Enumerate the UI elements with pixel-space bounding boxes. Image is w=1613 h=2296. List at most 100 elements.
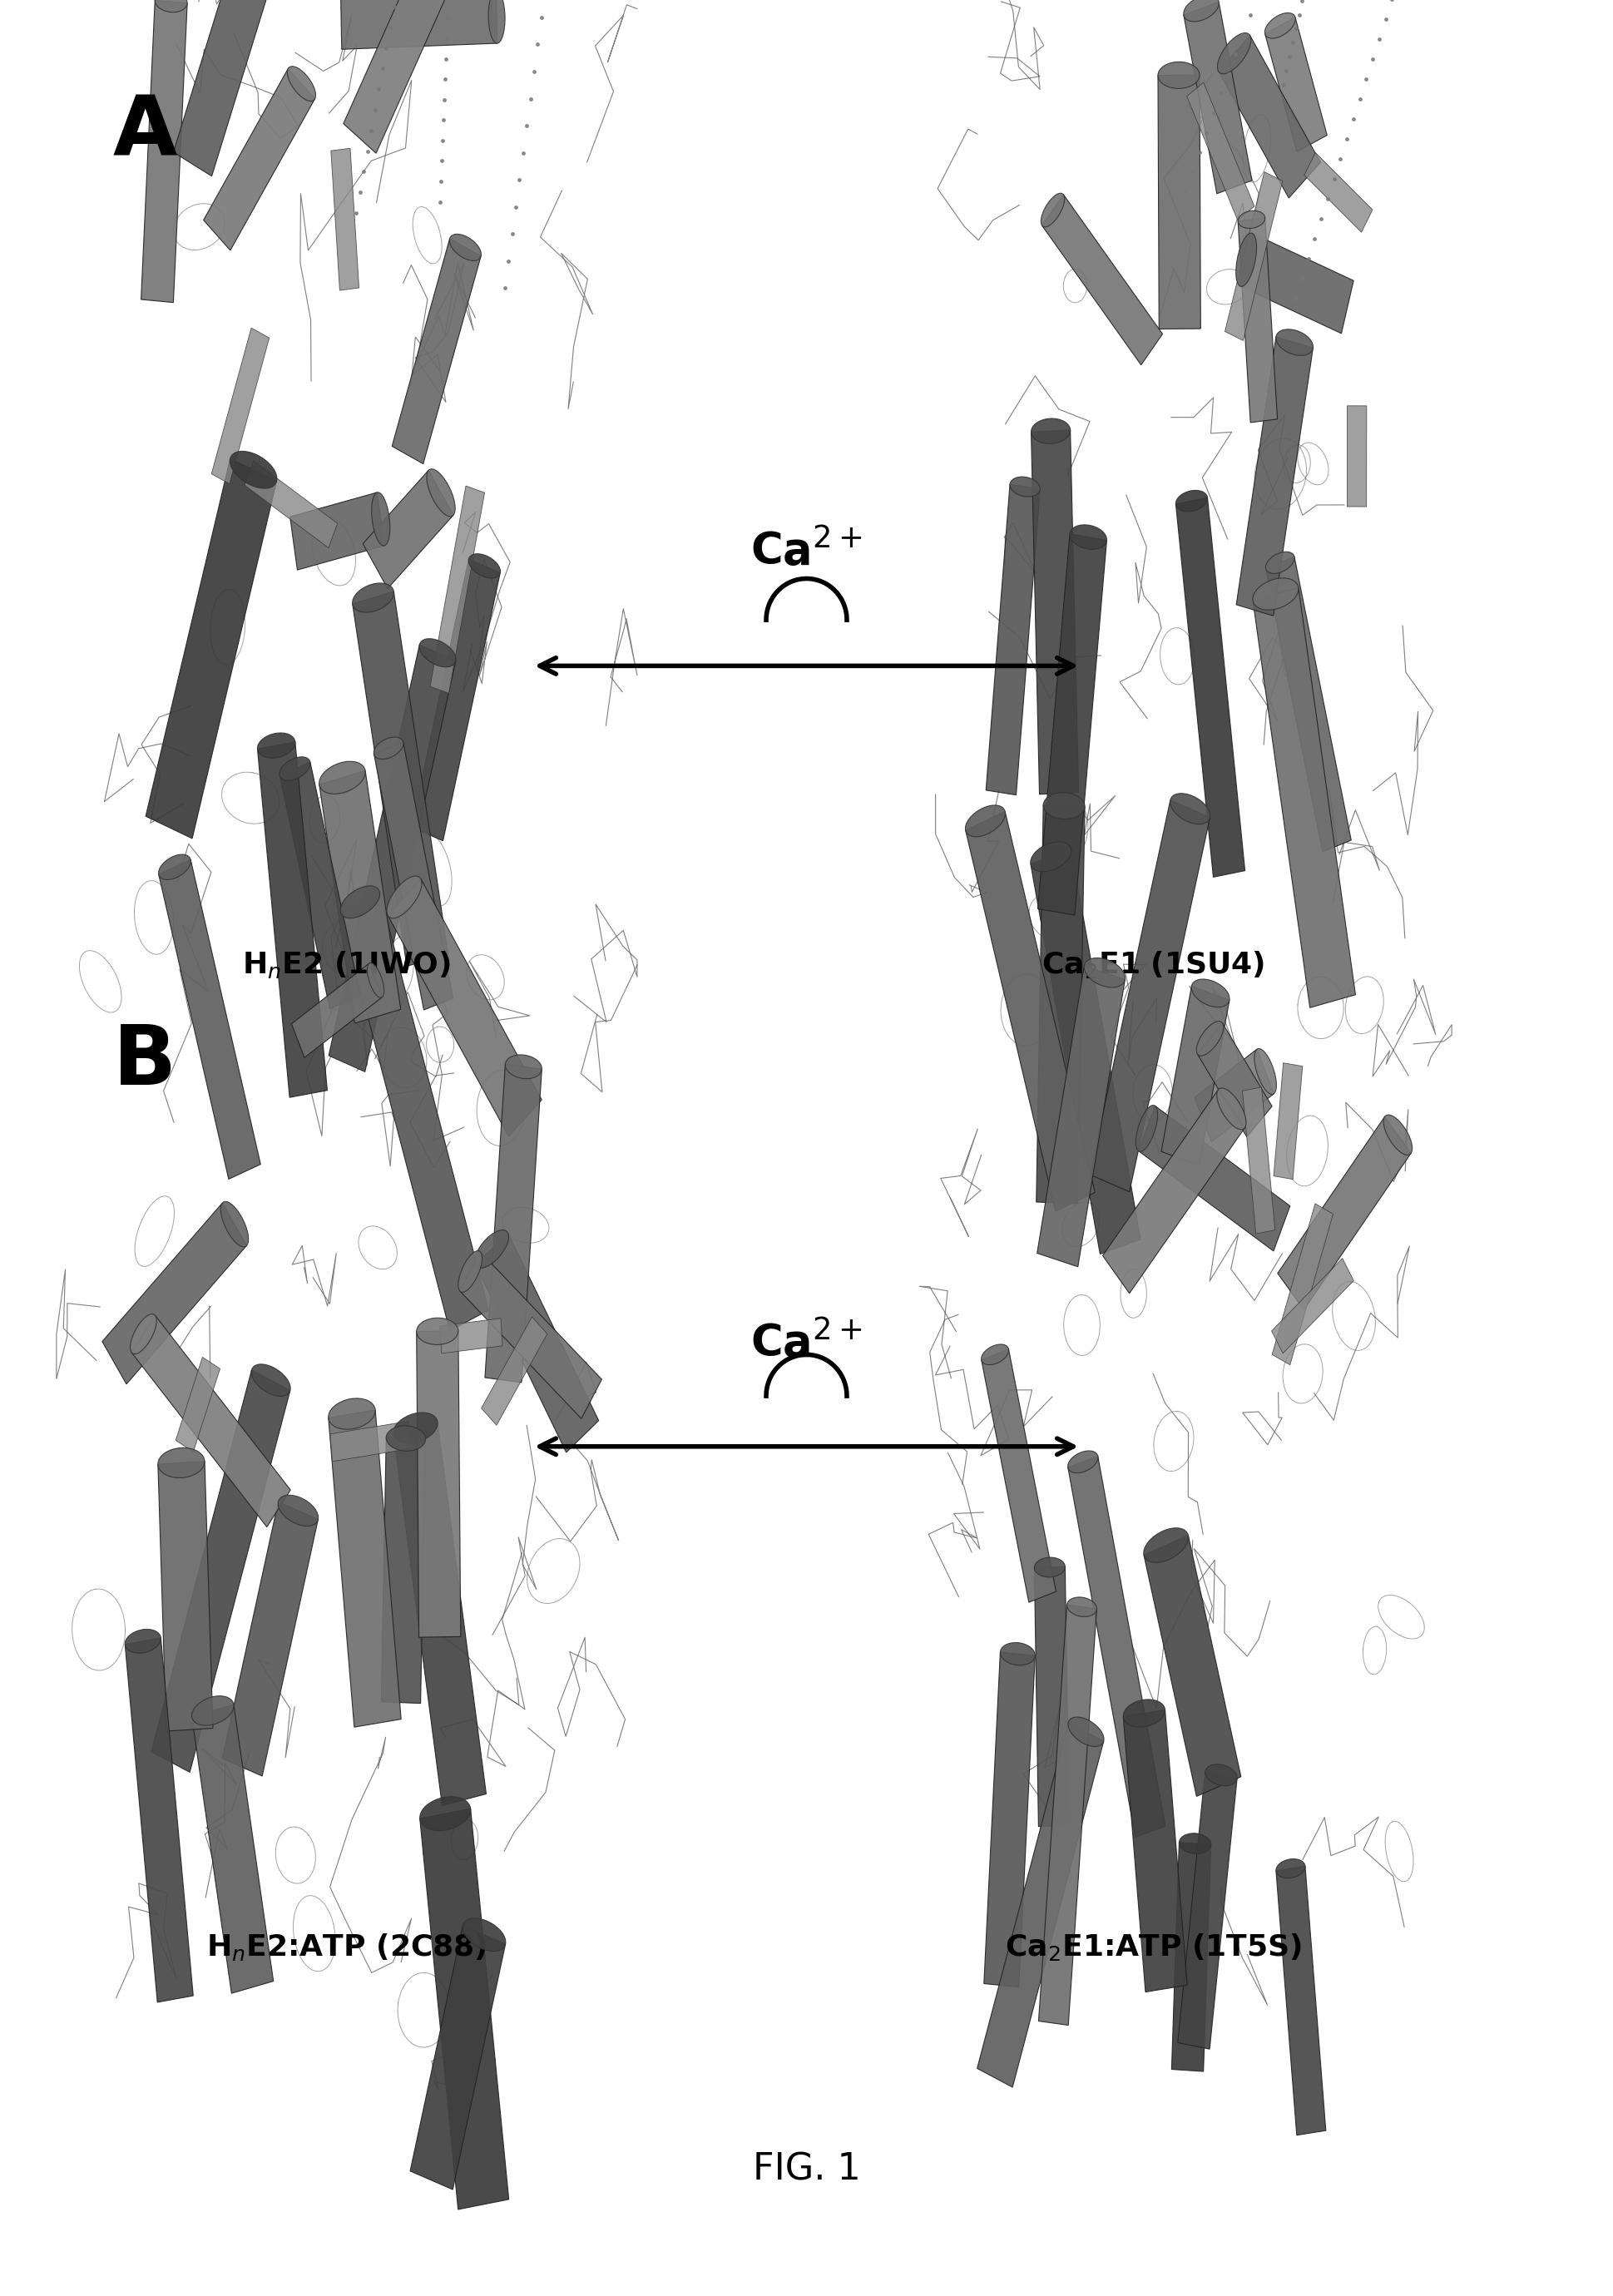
Polygon shape [1253,588,1355,1008]
Polygon shape [1042,195,1163,365]
Ellipse shape [287,67,316,101]
Polygon shape [1090,799,1210,1192]
Polygon shape [416,1332,461,1637]
Polygon shape [1034,1566,1069,1828]
Text: Ca$_2$E1 (1SU4): Ca$_2$E1 (1SU4) [1042,948,1265,980]
Text: Ca$^{2+}$: Ca$^{2+}$ [750,1320,863,1366]
Ellipse shape [1265,14,1295,39]
Polygon shape [1266,558,1352,852]
Text: Ca$^{2+}$: Ca$^{2+}$ [750,528,863,574]
Polygon shape [152,1371,290,1773]
Ellipse shape [155,0,187,11]
Ellipse shape [1276,1860,1305,1878]
Polygon shape [158,1460,213,1731]
Polygon shape [353,592,448,967]
Polygon shape [394,1421,486,1805]
Polygon shape [1273,1203,1332,1364]
Polygon shape [1224,172,1282,340]
Polygon shape [374,742,453,1010]
Polygon shape [1276,1867,1326,2135]
Polygon shape [331,1421,410,1463]
Ellipse shape [386,1426,426,1451]
Ellipse shape [1179,1832,1211,1853]
Ellipse shape [1218,32,1252,73]
Polygon shape [158,859,261,1180]
Polygon shape [245,461,337,549]
Ellipse shape [489,0,505,44]
Polygon shape [1195,1049,1274,1141]
Ellipse shape [1031,418,1071,443]
Ellipse shape [1205,1763,1237,1786]
Polygon shape [145,459,277,838]
Ellipse shape [419,1798,471,1830]
Polygon shape [966,810,1095,1212]
Ellipse shape [340,886,379,918]
Polygon shape [331,149,360,289]
Ellipse shape [368,962,384,999]
Polygon shape [211,328,269,484]
Polygon shape [344,0,486,154]
Ellipse shape [474,1231,508,1267]
Ellipse shape [1136,1104,1158,1153]
Polygon shape [1187,83,1255,220]
Polygon shape [126,1637,194,2002]
Polygon shape [381,1437,426,1704]
Polygon shape [340,0,497,48]
Text: H$_n$E2:ATP (2C88): H$_n$E2:ATP (2C88) [206,1931,487,1963]
Polygon shape [1068,1456,1165,1837]
Polygon shape [1158,76,1200,328]
Polygon shape [481,1318,547,1426]
Ellipse shape [1184,0,1219,21]
Ellipse shape [1144,1527,1189,1564]
Ellipse shape [329,1398,376,1430]
Ellipse shape [1040,193,1065,227]
Ellipse shape [158,1449,205,1479]
Polygon shape [363,471,453,588]
Polygon shape [203,69,315,250]
Ellipse shape [352,583,394,613]
Ellipse shape [1068,1717,1103,1747]
Ellipse shape [965,806,1005,836]
Ellipse shape [981,1345,1008,1364]
Ellipse shape [374,737,403,760]
Ellipse shape [416,1318,458,1345]
Ellipse shape [468,553,500,579]
Ellipse shape [279,758,310,781]
Ellipse shape [505,1054,542,1079]
Polygon shape [290,491,384,569]
Ellipse shape [131,1313,156,1355]
Polygon shape [1305,152,1373,232]
Polygon shape [1218,34,1321,197]
Ellipse shape [1158,62,1200,90]
Ellipse shape [1216,1088,1247,1130]
Ellipse shape [1253,579,1298,611]
Ellipse shape [124,1630,161,1653]
Polygon shape [1144,1536,1240,1795]
Ellipse shape [450,234,481,262]
Ellipse shape [1169,794,1210,824]
Polygon shape [132,1316,290,1527]
Polygon shape [329,1410,402,1727]
Ellipse shape [1068,1451,1098,1474]
Ellipse shape [1276,328,1313,356]
Polygon shape [1236,338,1313,615]
Ellipse shape [1192,978,1229,1008]
Ellipse shape [419,638,456,666]
Ellipse shape [427,468,455,517]
Ellipse shape [158,854,190,879]
Ellipse shape [371,491,390,546]
Polygon shape [460,1251,602,1419]
Ellipse shape [1069,526,1107,549]
Ellipse shape [258,732,295,758]
Polygon shape [192,1704,274,1993]
Polygon shape [981,1350,1057,1603]
Ellipse shape [277,1495,318,1527]
Polygon shape [279,762,360,1008]
Polygon shape [1171,1841,1211,2071]
Polygon shape [1123,1711,1187,1993]
Polygon shape [1277,1116,1411,1309]
Polygon shape [1031,850,1140,1254]
Polygon shape [1184,2,1252,193]
Ellipse shape [1123,1699,1165,1727]
Polygon shape [223,1502,318,1777]
